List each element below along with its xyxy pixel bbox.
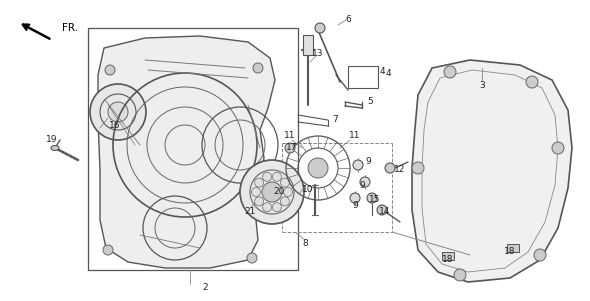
Text: 20: 20: [273, 188, 285, 197]
Text: 16: 16: [109, 122, 121, 131]
Ellipse shape: [51, 145, 59, 150]
Text: 19: 19: [46, 135, 58, 144]
Circle shape: [263, 203, 271, 212]
Text: 18: 18: [442, 256, 454, 265]
Circle shape: [105, 65, 115, 75]
Bar: [442, 252, 454, 260]
Circle shape: [385, 163, 395, 173]
Circle shape: [377, 205, 387, 215]
Text: 13: 13: [312, 49, 324, 58]
Text: 4: 4: [385, 70, 391, 79]
Circle shape: [308, 158, 328, 178]
Text: 8: 8: [302, 240, 308, 249]
Circle shape: [534, 249, 546, 261]
Bar: [303, 35, 313, 55]
Text: 14: 14: [379, 207, 391, 216]
Circle shape: [526, 76, 538, 88]
Circle shape: [367, 193, 377, 203]
Bar: [507, 244, 519, 252]
Text: 11: 11: [284, 132, 296, 141]
Bar: [348, 66, 378, 88]
Circle shape: [108, 102, 128, 122]
Circle shape: [350, 193, 360, 203]
Circle shape: [90, 84, 146, 140]
Circle shape: [280, 178, 290, 187]
Circle shape: [280, 197, 290, 206]
Text: 9: 9: [352, 200, 358, 209]
Circle shape: [103, 245, 113, 255]
Circle shape: [353, 160, 363, 170]
Circle shape: [253, 63, 263, 73]
Text: 7: 7: [332, 116, 338, 125]
Circle shape: [273, 172, 281, 181]
Text: 4: 4: [379, 67, 385, 76]
Text: 12: 12: [394, 166, 406, 175]
Text: 9: 9: [365, 157, 371, 166]
Text: 5: 5: [367, 98, 373, 107]
Circle shape: [552, 142, 564, 154]
Text: 2: 2: [202, 284, 208, 293]
Circle shape: [263, 172, 271, 181]
Circle shape: [360, 177, 370, 187]
Text: 17: 17: [286, 144, 298, 153]
Polygon shape: [98, 36, 275, 268]
Circle shape: [254, 197, 264, 206]
Text: 15: 15: [369, 196, 381, 204]
Circle shape: [285, 143, 295, 153]
Circle shape: [262, 182, 282, 202]
Text: 11: 11: [349, 132, 360, 141]
Text: FR.: FR.: [62, 23, 78, 33]
Circle shape: [254, 178, 264, 187]
Circle shape: [454, 269, 466, 281]
Text: 18: 18: [504, 247, 516, 256]
Circle shape: [444, 66, 456, 78]
Circle shape: [273, 203, 281, 212]
Circle shape: [240, 160, 304, 224]
Circle shape: [315, 23, 325, 33]
Circle shape: [284, 188, 293, 197]
Text: 21: 21: [244, 207, 255, 216]
Text: 6: 6: [345, 15, 351, 24]
Circle shape: [412, 162, 424, 174]
Text: 9: 9: [359, 181, 365, 190]
Circle shape: [247, 253, 257, 263]
Polygon shape: [412, 60, 572, 282]
Text: 10: 10: [302, 185, 314, 194]
Circle shape: [251, 188, 261, 197]
Text: 3: 3: [479, 82, 485, 91]
